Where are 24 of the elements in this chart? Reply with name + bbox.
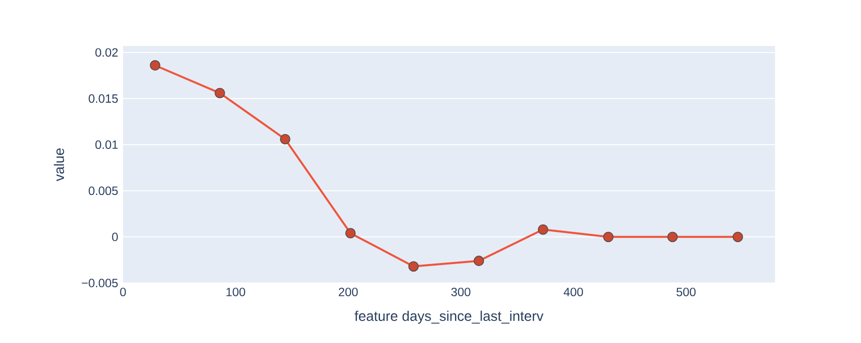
point (408, 261, 419, 272)
x-tick-label: 300 (451, 288, 470, 296)
point (280, 134, 290, 144)
point (150, 60, 160, 71)
y-tick-label: 0 (112, 232, 118, 242)
y-tick-label: 0.005 (88, 186, 118, 196)
x-tick-label: 100 (226, 288, 246, 296)
point (345, 228, 356, 238)
y-tick-label: 0.01 (95, 140, 118, 149)
y-axis-title: value (54, 148, 64, 182)
y-tick-label: 0.015 (88, 94, 118, 103)
x-tick-label: 200 (338, 288, 358, 296)
x-tick-label: 0 (120, 288, 126, 296)
x-tick-label: 400 (564, 288, 583, 296)
y-tick-label: 0.02 (95, 48, 118, 57)
point (667, 232, 678, 242)
point (538, 224, 548, 235)
x-tick-label: 500 (676, 288, 696, 296)
point (214, 88, 226, 98)
point (474, 256, 484, 266)
y-tick-label: −0.005 (82, 278, 118, 288)
point (732, 232, 744, 242)
point (603, 232, 614, 242)
x-axis-title: feature days_since_last_interv (354, 310, 544, 324)
